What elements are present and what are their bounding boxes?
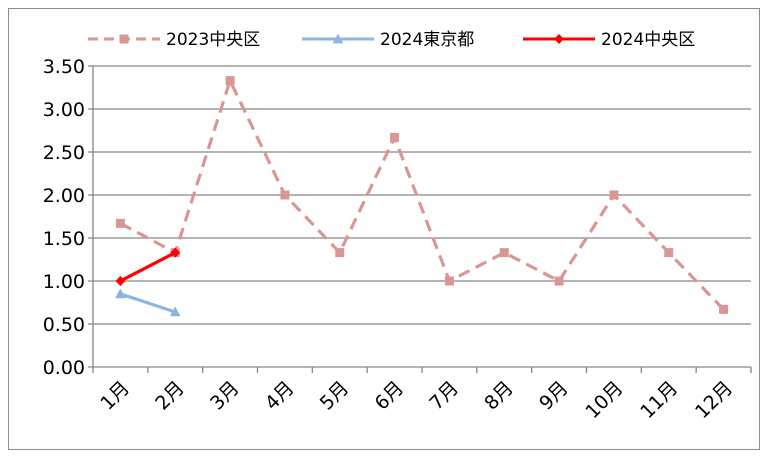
data-point (719, 304, 729, 314)
data-point (609, 190, 619, 200)
data-point (170, 247, 181, 258)
x-tick-labels: 1月 2月 3月 4月 5月 6月 7月 8月 9月 10月 11月 12月 (96, 377, 737, 423)
x-tick-label: 10月 (581, 377, 627, 423)
data-point (335, 248, 345, 258)
x-tick-label: 9月 (535, 377, 573, 415)
data-point (225, 76, 235, 86)
data-point (390, 132, 400, 142)
legend-label: 2024中央区 (601, 30, 695, 50)
x-tick-label: 7月 (425, 377, 463, 415)
gridlines (93, 65, 751, 325)
x-tick-label: 5月 (316, 377, 354, 415)
data-point (332, 33, 344, 44)
data-point (664, 248, 674, 258)
y-tick-label: 3.50 (43, 56, 85, 78)
data-point (444, 276, 454, 286)
data-point (119, 34, 129, 44)
x-tick-label: 8月 (480, 377, 518, 415)
series-group (115, 76, 729, 317)
axes (88, 65, 752, 373)
x-tick-label: 1月 (96, 377, 134, 415)
legend-label: 2024東京都 (380, 30, 474, 50)
series-line (119, 251, 176, 283)
data-point (499, 248, 509, 258)
y-tick-label: 1.50 (43, 228, 85, 250)
y-tick-label: 2.50 (43, 142, 85, 164)
series-line (119, 79, 725, 311)
data-point (115, 218, 125, 228)
y-tick-label: 0.50 (43, 314, 85, 336)
legend: 2023中央区 2024東京都 2024中央区 (88, 30, 695, 50)
x-tick-label: 11月 (636, 377, 682, 423)
chart-frame (8, 8, 760, 450)
data-point (169, 306, 181, 317)
data-point (554, 276, 564, 286)
x-tick-label: 12月 (691, 377, 737, 423)
y-tick-label: 3.00 (43, 99, 85, 121)
y-tick-labels: 0.00 0.50 1.00 1.50 2.00 2.50 3.00 3.50 (43, 56, 85, 379)
data-point (115, 276, 126, 286)
y-tick-label: 1.00 (43, 271, 85, 293)
x-tick-label: 4月 (261, 377, 299, 415)
series-line (119, 292, 176, 314)
x-tick-label: 6月 (371, 377, 409, 415)
data-point (115, 288, 126, 299)
data-point (280, 190, 290, 200)
x-tick-label: 2月 (151, 377, 189, 415)
legend-label: 2023中央区 (166, 30, 260, 50)
y-tick-label: 0.00 (43, 357, 85, 379)
data-point (554, 34, 564, 44)
y-tick-label: 2.00 (43, 185, 85, 207)
x-tick-label: 3月 (206, 377, 244, 415)
